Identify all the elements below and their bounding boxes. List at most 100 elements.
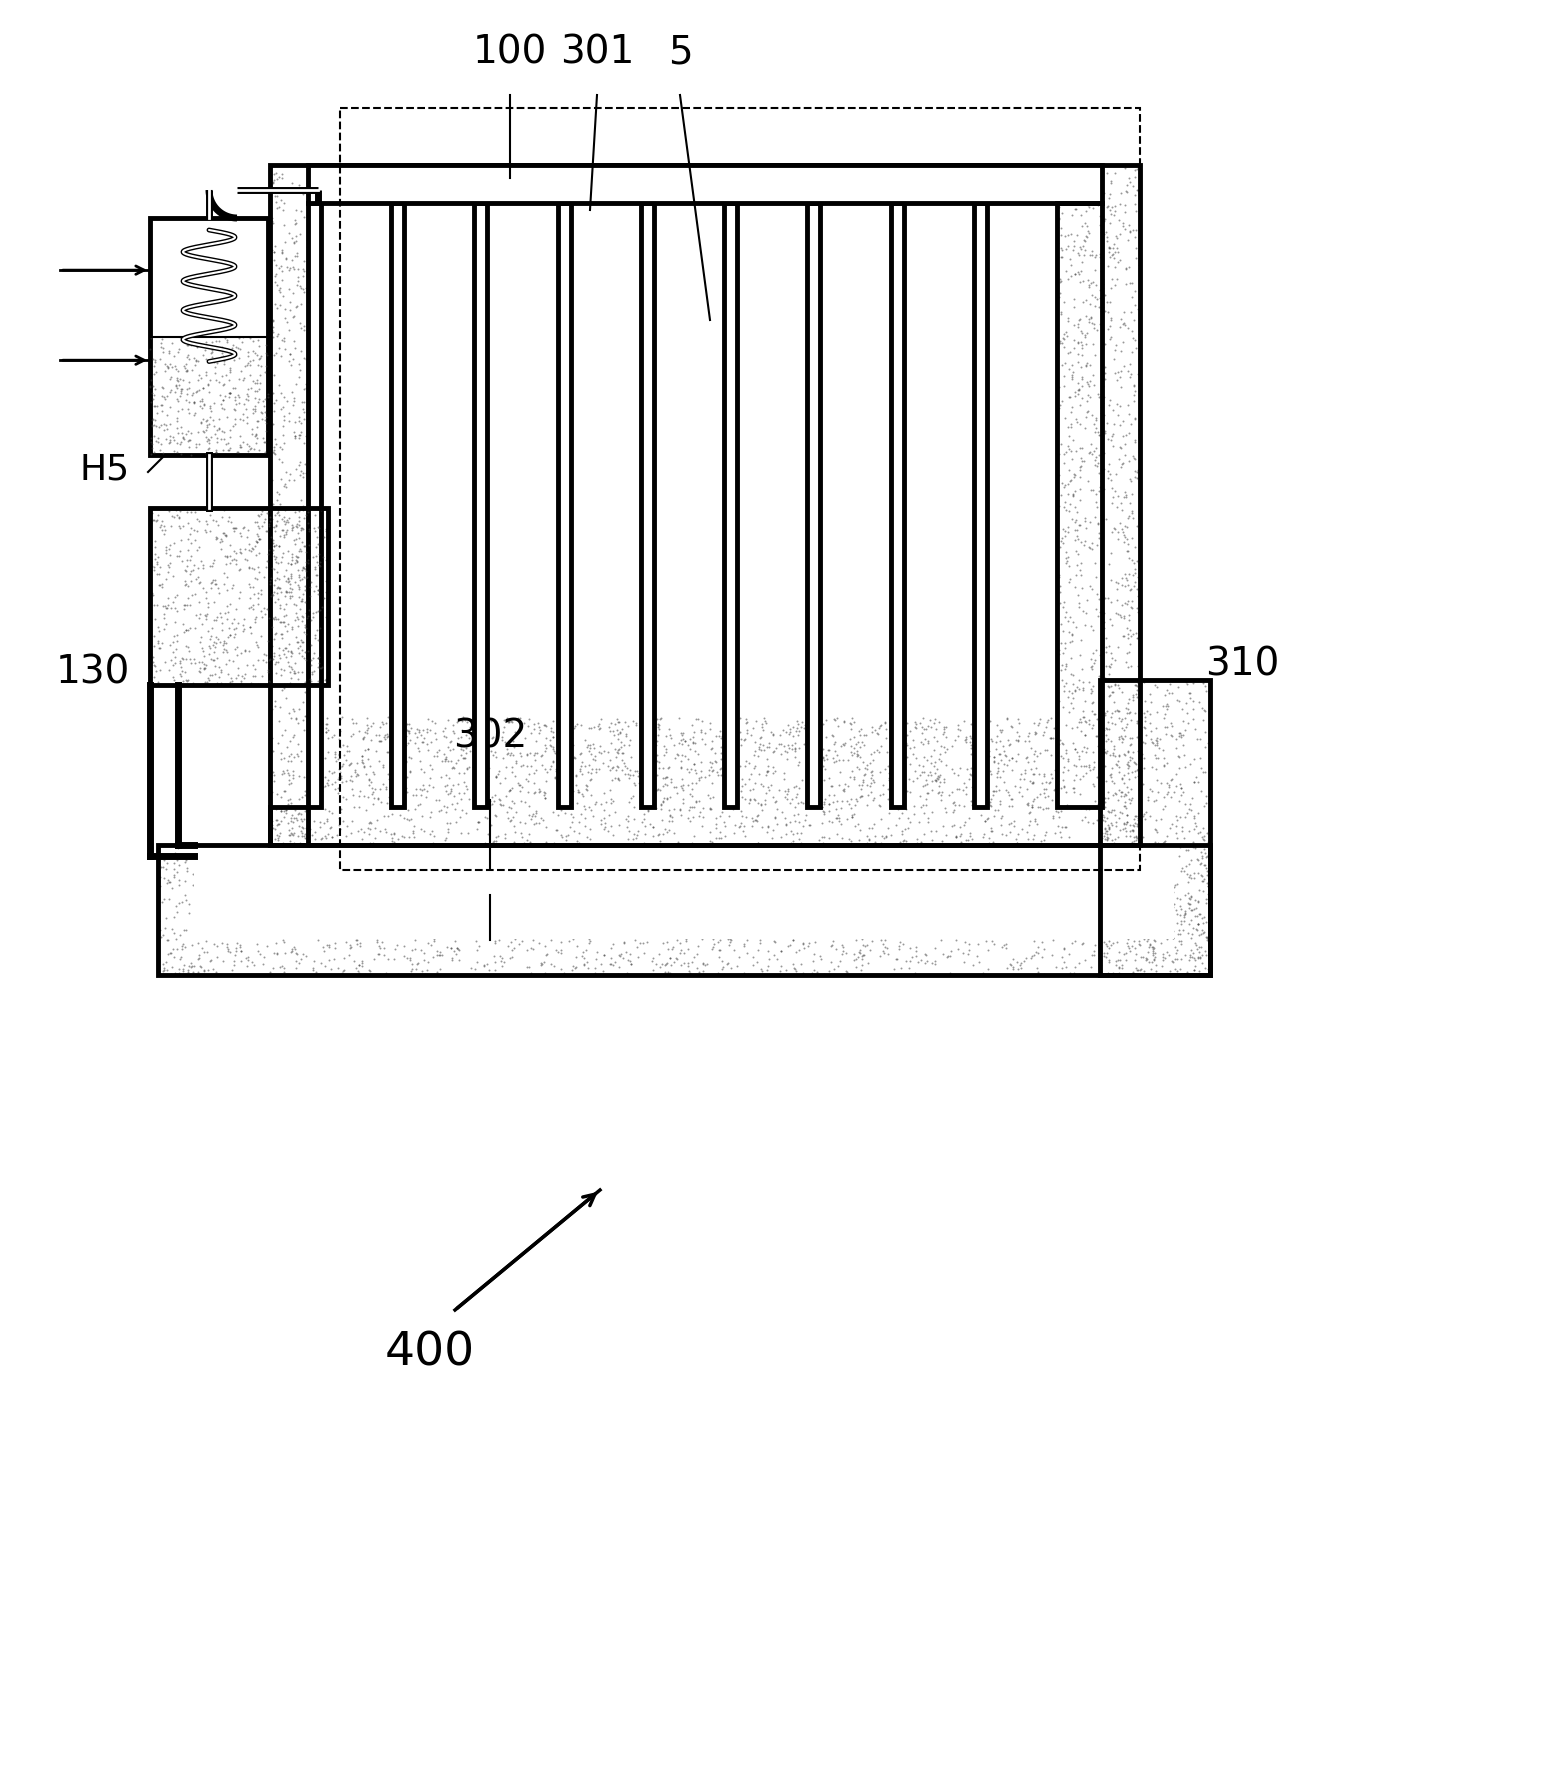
Point — [831, 706, 856, 735]
Point — [304, 572, 328, 600]
Point — [1112, 588, 1136, 616]
Point — [592, 804, 617, 832]
Point — [293, 611, 318, 639]
Point — [790, 765, 814, 793]
Point — [825, 788, 850, 816]
Point — [524, 756, 549, 784]
Point — [1087, 641, 1112, 669]
Point — [1160, 712, 1184, 740]
Point — [1116, 738, 1141, 766]
Point — [928, 768, 953, 796]
Point — [793, 805, 817, 834]
Point — [1112, 717, 1136, 745]
Point — [221, 668, 245, 696]
Point — [316, 796, 341, 825]
Point — [1061, 480, 1086, 509]
Point — [1107, 362, 1132, 390]
Point — [1194, 885, 1218, 913]
Point — [1067, 745, 1092, 774]
Point — [988, 804, 1013, 832]
Point — [1121, 620, 1146, 648]
Point — [150, 507, 174, 535]
Point — [1055, 258, 1079, 286]
Point — [1029, 826, 1053, 855]
Point — [916, 712, 941, 740]
Point — [742, 786, 766, 814]
Point — [854, 751, 879, 779]
Point — [241, 535, 265, 563]
Point — [480, 736, 504, 765]
Point — [168, 431, 193, 459]
Point — [620, 782, 645, 811]
Point — [176, 509, 200, 537]
Point — [839, 733, 864, 761]
Point — [563, 712, 588, 740]
Point — [295, 233, 319, 261]
Point — [982, 795, 1007, 823]
Point — [182, 389, 207, 417]
Point — [476, 772, 501, 800]
Point — [749, 710, 774, 738]
Point — [1150, 736, 1175, 765]
Point — [146, 634, 171, 662]
Point — [224, 664, 248, 692]
Point — [185, 555, 210, 583]
Point — [1005, 955, 1030, 984]
Point — [1093, 585, 1118, 613]
Point — [1167, 743, 1192, 772]
Point — [598, 789, 623, 818]
Point — [273, 295, 298, 323]
Point — [352, 818, 376, 846]
Point — [1126, 623, 1150, 652]
Point — [315, 768, 339, 796]
Point — [774, 738, 799, 766]
Point — [1033, 735, 1058, 763]
Point — [154, 925, 179, 954]
Point — [290, 602, 315, 630]
Point — [233, 660, 258, 689]
Point — [1173, 899, 1198, 927]
Point — [1112, 788, 1136, 816]
Point — [574, 775, 598, 804]
Point — [1115, 567, 1140, 595]
Point — [825, 703, 850, 731]
Point — [328, 733, 353, 761]
Point — [259, 724, 284, 752]
Point — [480, 782, 504, 811]
Point — [1056, 265, 1081, 293]
Point — [1053, 438, 1078, 466]
Point — [777, 733, 802, 761]
Point — [1177, 818, 1201, 846]
Point — [1186, 920, 1210, 948]
Point — [996, 745, 1021, 774]
Point — [601, 950, 626, 978]
Point — [287, 572, 311, 600]
Point — [1124, 155, 1149, 184]
Point — [513, 809, 538, 837]
Point — [273, 496, 298, 525]
Point — [791, 934, 816, 962]
Point — [783, 793, 808, 821]
Point — [142, 438, 167, 466]
Point — [709, 947, 734, 975]
Point — [439, 947, 464, 975]
Point — [657, 721, 682, 749]
Point — [278, 638, 302, 666]
Point — [871, 936, 896, 964]
Point — [1186, 887, 1210, 915]
Point — [1121, 306, 1146, 334]
Point — [1073, 721, 1098, 749]
Point — [213, 426, 237, 454]
Point — [278, 585, 302, 613]
Point — [298, 517, 322, 546]
Point — [382, 819, 407, 848]
Point — [981, 747, 1005, 775]
Point — [916, 761, 941, 789]
Polygon shape — [808, 203, 820, 807]
Point — [274, 387, 299, 415]
Point — [577, 735, 601, 763]
Point — [699, 795, 723, 823]
Point — [311, 809, 336, 837]
Point — [311, 932, 336, 961]
Point — [1089, 219, 1113, 247]
